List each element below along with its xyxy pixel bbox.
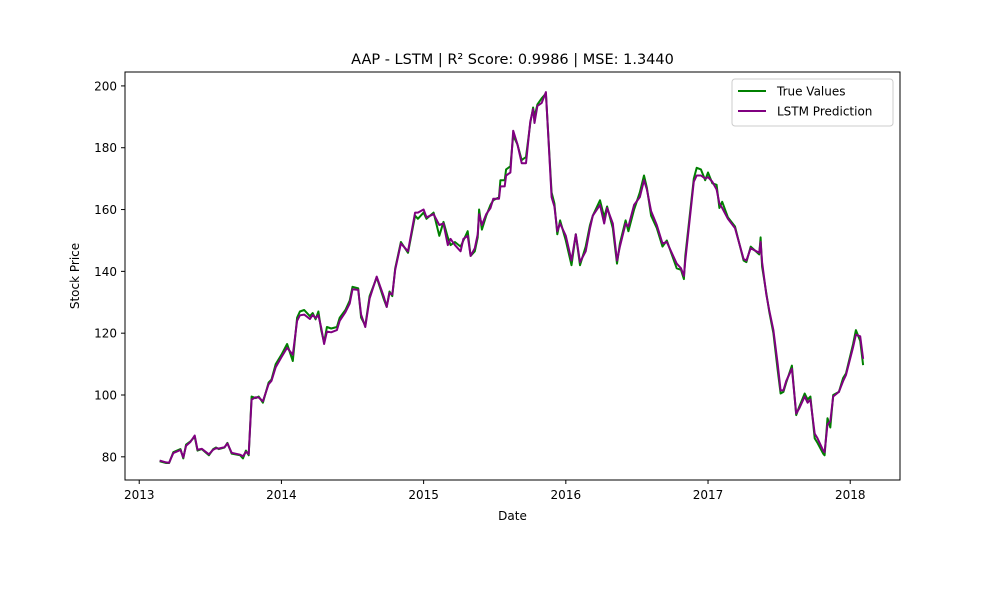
legend-label-true-values: True Values <box>776 85 846 99</box>
legend-box <box>731 78 894 127</box>
plot-frame <box>124 71 901 481</box>
x-tick-label: 2017 <box>693 488 724 502</box>
y-tick-label: 200 <box>94 79 117 93</box>
x-tick-label: 2015 <box>408 488 439 502</box>
series-line-lstm-prediction <box>159 91 865 464</box>
x-axis-label: Date <box>498 509 527 523</box>
plot-area <box>159 91 865 464</box>
y-axis-label: Stock Price <box>68 243 82 309</box>
x-tick-label: 2016 <box>551 488 582 502</box>
y-tick-label: 100 <box>94 389 117 403</box>
y-tick-label: 120 <box>94 327 117 341</box>
legend: True Values LSTM Prediction <box>731 78 894 127</box>
chart-title: AAP - LSTM | R² Score: 0.9986 | MSE: 1.3… <box>351 52 674 68</box>
y-tick-label: 80 <box>102 450 117 464</box>
y-axis: 80 100 120 140 160 180 200 <box>94 79 125 464</box>
x-axis: 2013 2014 2015 2016 2017 2018 <box>124 480 866 502</box>
x-tick-label: 2013 <box>124 488 155 502</box>
y-tick-label: 140 <box>94 265 117 279</box>
legend-label-lstm-prediction: LSTM Prediction <box>777 105 872 119</box>
x-tick-label: 2014 <box>266 488 297 502</box>
x-tick-label: 2018 <box>835 488 866 502</box>
y-tick-label: 180 <box>94 141 117 155</box>
y-tick-label: 160 <box>94 203 117 217</box>
